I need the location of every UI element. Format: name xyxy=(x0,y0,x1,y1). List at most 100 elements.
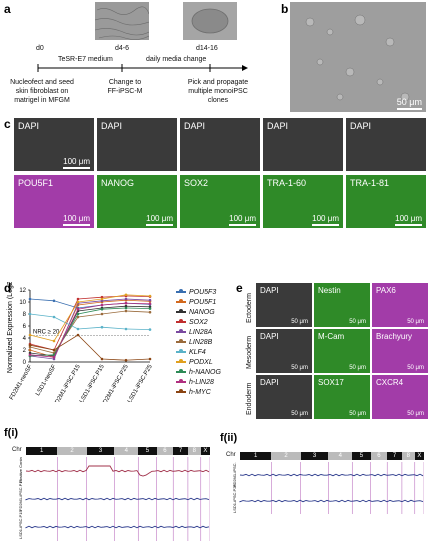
series-line-NANOG xyxy=(29,305,151,357)
legend-item: LIN28A xyxy=(176,329,212,336)
series-point-POU5F1-0 xyxy=(28,348,32,352)
tile-scale: 100 μm xyxy=(229,214,256,226)
tile-label: PAX6 xyxy=(376,286,396,295)
tile-scale: 100 μm xyxy=(312,214,339,226)
legend-label: PODXL xyxy=(189,359,213,366)
tile-scale-bar xyxy=(229,224,256,226)
karyotype-trace xyxy=(239,499,424,503)
legend-item: POU5F1 xyxy=(176,299,216,306)
legend-label: h-LIN28 xyxy=(189,379,214,386)
chromosome-cell: 8 xyxy=(401,452,415,460)
y-tick-label: 10 xyxy=(19,300,26,306)
series-line-h-MYC xyxy=(29,334,151,361)
y-tick-label: 6 xyxy=(23,324,27,330)
panel-c-tile-top-5: DAPI xyxy=(346,118,426,171)
panel-e-row-label: Endoderm xyxy=(246,382,253,415)
series-point-KLF4-1 xyxy=(52,315,56,319)
panel-c-tile-bottom-4: TRA-1-60 100 μm xyxy=(263,175,343,228)
step3-line2: multiple monoiPSC xyxy=(188,88,248,95)
legend-dot xyxy=(179,329,183,334)
series-point-NANOG-4 xyxy=(124,304,128,308)
legend-swatch xyxy=(176,369,186,374)
series-point-h-LIN28-5 xyxy=(148,302,152,306)
legend-swatch xyxy=(176,339,186,344)
panel-a-image-1 xyxy=(95,2,149,40)
timeline-daily: daily media change xyxy=(146,56,207,63)
panel-e-grid: Ectoderm DAPI 50 μm Nestin 50 μm PAX6 50 μm Mes… xyxy=(246,283,428,424)
tile-label: DAPI xyxy=(260,378,279,387)
panel-a-image-2 xyxy=(183,2,237,40)
panel-c-grid: DAPI 100 μm DAPI DAPI DAPI DAPI POU5F1 100 μm NA… xyxy=(14,118,426,230)
series-point-LIN28A-1 xyxy=(52,357,56,361)
panel-b-scale-text: 50 μm xyxy=(396,97,422,107)
panel-e-tile-1-1: DAPI 50 μm xyxy=(256,283,312,327)
karyotype-trace xyxy=(25,465,210,477)
x-tick-label: LSD1-neoSF xyxy=(35,364,58,397)
series-line-h-NANOG xyxy=(29,307,151,357)
tile-scale-text: 100 μm xyxy=(312,214,339,223)
timeline-d4-6: d4-6 xyxy=(115,45,130,52)
panel-e-tile-2-2: M-Cam 50 μm xyxy=(314,329,370,373)
tile-scale: 100 μm xyxy=(395,214,422,226)
tile-scale-text: 100 μm xyxy=(63,157,90,166)
step2-line2: FF-iPSC-M xyxy=(107,88,143,95)
series-line-POU5F1 xyxy=(29,299,151,358)
y-tick-label: 12 xyxy=(19,288,26,294)
series-point-KLF4-2 xyxy=(76,327,80,331)
legend-item: h-LIN28 xyxy=(176,379,214,386)
expression-legend: POU5F3 POU5F1 NANOG SOX2 LIN28A LIN28B KLF4 POD… xyxy=(176,289,236,404)
tile-scale-text: 50 μm xyxy=(407,365,424,371)
y-tick-label: 0 xyxy=(23,360,27,366)
panel-d-letter: d xyxy=(4,281,12,295)
tile-scale-bar xyxy=(312,224,339,226)
panel-c-tile-bottom-2: NANOG 100 μm xyxy=(97,175,177,228)
legend-swatch xyxy=(176,389,186,394)
series-point-PODXL-0 xyxy=(28,333,32,337)
legend-swatch xyxy=(176,309,186,314)
legend-dot xyxy=(179,319,183,324)
tile-scale-text: 50 μm xyxy=(349,319,366,325)
series-point-SOX2-3 xyxy=(100,295,104,299)
chromosome-cell: 8 xyxy=(187,447,201,455)
chromosome-cell: 3 xyxy=(86,447,115,455)
karyotype-tracks: Positive ControlFD2M1-iPSC.P15LSD1-iPSC.… xyxy=(18,457,210,541)
step1-line2: skin fibroblast on xyxy=(15,88,69,95)
chr-label: Chr xyxy=(12,447,22,453)
series-point-PODXL-5 xyxy=(148,294,152,298)
series-point-h-MYC-5 xyxy=(148,357,152,361)
tile-label: CXCR4 xyxy=(376,378,404,387)
series-point-NANOG-0 xyxy=(28,351,32,355)
legend-dot xyxy=(179,389,183,394)
tile-scale-bar xyxy=(63,224,90,226)
tile-label: Nestin xyxy=(318,286,341,295)
panel-b-scale-bar xyxy=(396,108,422,110)
cells-texture xyxy=(95,2,149,40)
tile-label: Brachyury xyxy=(376,332,413,341)
panel-b-scale: 50 μm xyxy=(396,97,422,110)
series-point-h-MYC-0 xyxy=(28,343,32,347)
timeline-step3: Pick and propagate multiple monoiPSC clo… xyxy=(180,78,256,105)
series-point-PODXL-1 xyxy=(52,339,56,343)
series-point-h-NANOG-2 xyxy=(76,312,80,316)
series-point-LIN28B-3 xyxy=(100,312,104,316)
series-point-h-MYC-3 xyxy=(100,357,104,361)
y-tick-label: 2 xyxy=(23,348,27,354)
legend-item: PODXL xyxy=(176,359,213,366)
panel-e-tile-1-3: PAX6 50 μm xyxy=(372,283,428,327)
panel-c-tile-bottom-1: POU5F1 100 μm xyxy=(14,175,94,228)
step3-line1: Pick and propagate xyxy=(187,79,249,86)
timeline-d0: d0 xyxy=(36,45,44,52)
legend-dot xyxy=(179,289,183,294)
series-point-h-NANOG-5 xyxy=(148,307,152,310)
colony-texture xyxy=(183,2,237,40)
step1-line3: matrigel in MFGM xyxy=(14,97,70,104)
tile-scale: 100 μm xyxy=(63,157,90,169)
series-point-h-NANOG-3 xyxy=(100,307,104,311)
legend-swatch xyxy=(176,299,186,304)
legend-dot xyxy=(179,349,183,354)
series-line-LIN28A xyxy=(29,298,151,360)
panel-b-image: 50 μm xyxy=(290,2,426,112)
tile-label: DAPI xyxy=(267,121,289,131)
series-point-KLF4-4 xyxy=(124,327,128,331)
